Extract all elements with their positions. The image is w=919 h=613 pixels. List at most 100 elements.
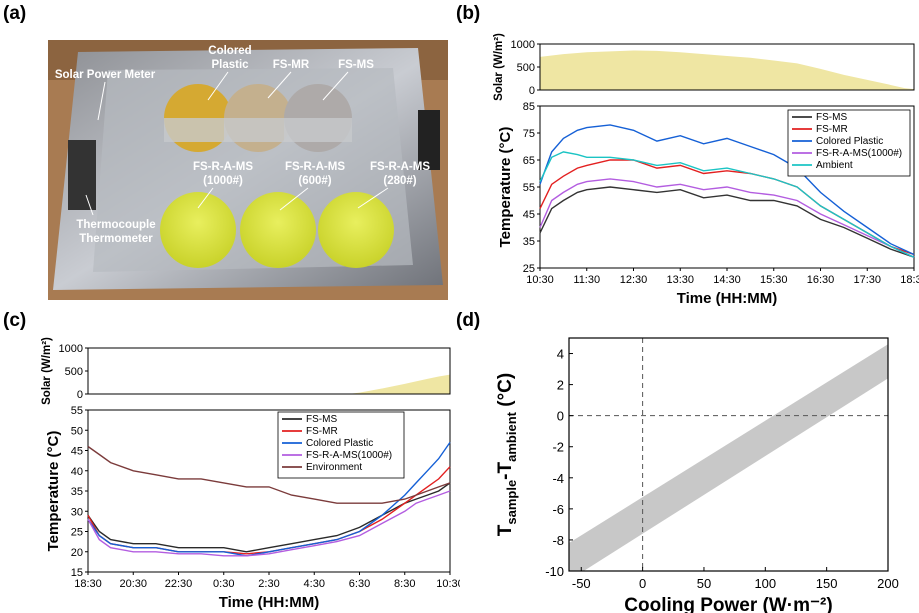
- ytick-label: 45: [523, 209, 535, 221]
- y-axis-label: Temperature (°C): [45, 431, 62, 552]
- series-line-2: [539, 124, 915, 256]
- solar-area: [540, 50, 914, 90]
- xtick-label: 14:30: [713, 274, 741, 286]
- sample-1000: [160, 192, 236, 268]
- solar-ytick-label: 500: [517, 62, 535, 74]
- ytick-label: 4: [557, 347, 564, 362]
- xtick-label: 16:30: [807, 274, 835, 286]
- ytick-label: 45: [71, 446, 83, 458]
- solar-axis-label: Solar (W/m²): [41, 337, 53, 405]
- xtick-label: 0: [639, 576, 646, 591]
- ytick-label: 55: [523, 182, 535, 194]
- ytick-label: -4: [552, 471, 564, 486]
- y-axis-label: Tsample-Tambient (°C): [495, 373, 519, 536]
- xtick-label: 8:30: [394, 578, 415, 590]
- ytick-label: 65: [523, 155, 535, 167]
- y-axis-label-part-4: (°C): [495, 373, 516, 412]
- chart-d: -10 -8 -6 -4 -2 0 2 4 -50 0 50 100 150 200 Cooling Pow…: [495, 337, 899, 613]
- xtick-label: 100: [754, 576, 776, 591]
- legend-label-4: Ambient: [816, 160, 853, 171]
- legend-label-1: FS-MR: [306, 426, 338, 437]
- series-line-0: [539, 186, 915, 258]
- ytick-label: 35: [71, 486, 83, 498]
- solar-axis-label: Solar (W/m²): [493, 33, 505, 101]
- solar-ytick-label: 500: [65, 366, 83, 378]
- series-line-3: [539, 178, 915, 258]
- xtick-label: 12:30: [620, 274, 648, 286]
- sample-280: [318, 192, 394, 268]
- xtick-label: 20:30: [119, 578, 147, 590]
- series-line-1: [87, 466, 451, 555]
- x-axis-label: Time (HH:MM): [677, 290, 778, 307]
- panel-d-label: (d): [456, 310, 481, 331]
- xtick-label: 6:30: [349, 578, 370, 590]
- chart-c: 0 500 1000 Solar (W/m²) 15 20 25 30 35 40 45 50 55 18…: [41, 337, 460, 611]
- series-line-2: [87, 441, 451, 557]
- solar-ytick-label: 0: [77, 389, 83, 401]
- xtick-label: 4:30: [304, 578, 325, 590]
- xtick-label: 13:30: [666, 274, 694, 286]
- experiment-photo: Solar Power Meter Colored Plastic FS-MR …: [48, 40, 448, 300]
- xtick-label: 18:30: [900, 274, 919, 286]
- photo-label-thermocouple: Thermocouple: [76, 219, 155, 231]
- xtick-label: 15:30: [760, 274, 788, 286]
- xtick-label: 50: [697, 576, 711, 591]
- solar-ytick-label: 1000: [59, 343, 83, 355]
- photo-label-280-a: FS-R-A-MS: [370, 161, 430, 173]
- ytick-label: 40: [71, 466, 83, 478]
- photo-label-solar-meter: Solar Power Meter: [55, 69, 156, 81]
- xtick-label: 22:30: [165, 578, 193, 590]
- photo-label-1000-b: (1000#): [203, 175, 243, 187]
- ytick-label: -8: [552, 533, 564, 548]
- solar-ytick-label: 1000: [511, 39, 535, 51]
- legend-label-0: FS-MS: [306, 414, 337, 425]
- ytick-label: 30: [71, 506, 83, 518]
- photo-label-plastic: Plastic: [211, 59, 249, 71]
- ytick-label: 55: [71, 405, 83, 417]
- ytick-label: -2: [552, 440, 564, 455]
- series-line-0: [87, 482, 451, 553]
- ytick-label: 20: [71, 547, 83, 559]
- y-axis-label: Temperature (°C): [497, 127, 514, 248]
- solar-ytick-label: 0: [529, 85, 535, 97]
- ytick-label: 0: [557, 409, 564, 424]
- photo-label-600-a: FS-R-A-MS: [285, 161, 345, 173]
- ytick-label: 2: [557, 378, 564, 393]
- legend-label-2: Colored Plastic: [306, 438, 373, 449]
- y-axis-label-part-3: ambient: [504, 411, 519, 462]
- xtick-label: 11:30: [573, 274, 600, 286]
- xtick-label: 17:30: [853, 274, 881, 286]
- photo-label-colored: Colored: [208, 45, 251, 57]
- xtick-label: 10:30: [526, 274, 554, 286]
- panel-c-label: (c): [3, 310, 27, 331]
- series-line-4: [539, 151, 915, 258]
- sample-600: [240, 192, 316, 268]
- photo-label-thermometer: Thermometer: [79, 233, 153, 245]
- x-axis-label: Cooling Power (W·m⁻²): [624, 595, 832, 613]
- ytick-label: 25: [71, 527, 83, 539]
- legend-label-4: Environment: [306, 462, 362, 473]
- legend-label-2: Colored Plastic: [816, 136, 883, 147]
- legend-label-1: FS-MR: [816, 124, 848, 135]
- ytick-label: 85: [523, 101, 535, 113]
- photo-label-600-b: (600#): [298, 175, 331, 187]
- xtick-label: 200: [877, 576, 899, 591]
- legend-label-3: FS-R-A-MS(1000#): [306, 450, 392, 461]
- xtick-label: 2:30: [258, 578, 279, 590]
- thermometer-device: [68, 140, 96, 210]
- chart-b: 0 500 1000 Solar (W/m²) 25 35 45 55 65 75 85 10:30 1…: [493, 33, 919, 307]
- panel-b-label: (b): [456, 3, 481, 24]
- ytick-label: 25: [523, 263, 535, 275]
- photo-label-fs-ms: FS-MS: [338, 59, 374, 71]
- plot-frame: [568, 337, 889, 572]
- ytick-label: -10: [545, 564, 564, 579]
- cooling-band: [569, 344, 888, 571]
- ytick-label: -6: [552, 502, 564, 517]
- ytick-label: 15: [71, 567, 83, 579]
- xtick-label: 150: [816, 576, 838, 591]
- ytick-label: 50: [71, 425, 83, 437]
- series-line-3: [87, 490, 451, 557]
- y-axis-label-part-1: sample: [504, 480, 519, 525]
- photo-label-280-b: (280#): [383, 175, 416, 187]
- legend-label-3: FS-R-A-MS(1000#): [816, 148, 902, 159]
